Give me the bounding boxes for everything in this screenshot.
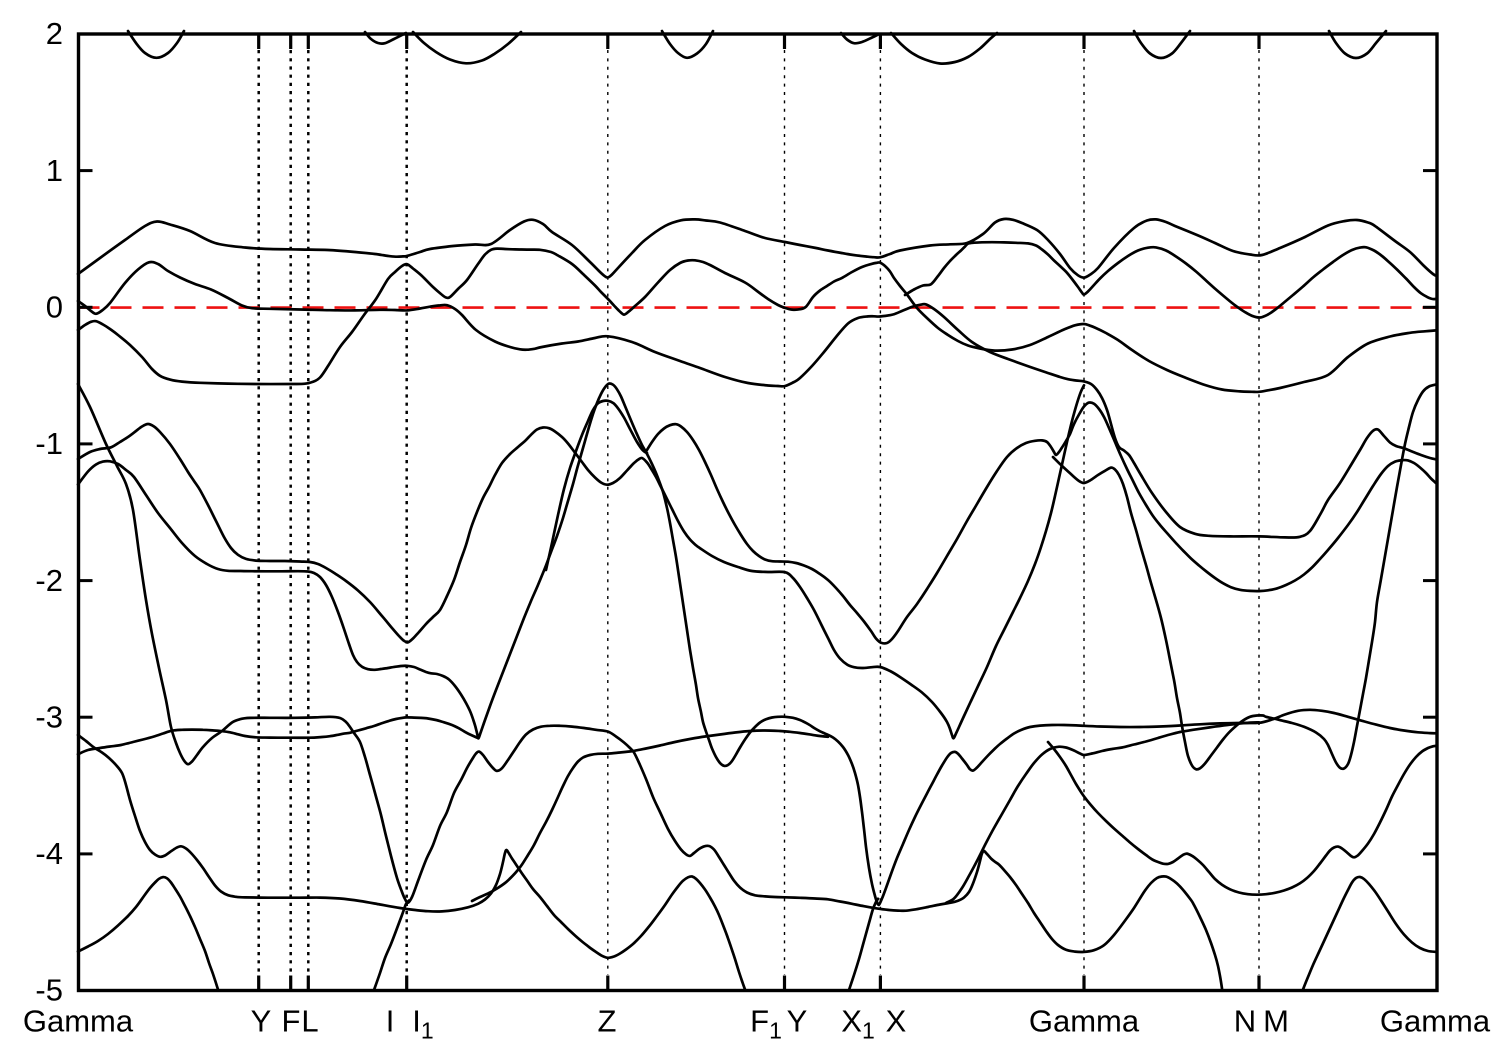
svg-text:-1: -1 — [35, 426, 63, 461]
svg-text:2: 2 — [46, 16, 63, 51]
svg-text:-5: -5 — [35, 973, 63, 1008]
svg-text:M: M — [1263, 1004, 1289, 1039]
svg-text:X1: X1 — [841, 1004, 874, 1044]
svg-text:Y: Y — [787, 1004, 808, 1039]
svg-text:0: 0 — [46, 289, 63, 324]
svg-text:X: X — [886, 1004, 907, 1039]
svg-text:Gamma: Gamma — [1380, 1004, 1491, 1039]
svg-text:Gamma: Gamma — [1029, 1004, 1140, 1039]
svg-text:N: N — [1234, 1004, 1256, 1039]
svg-text:F: F — [282, 1004, 301, 1039]
svg-text:Z: Z — [598, 1004, 617, 1039]
svg-text:-2: -2 — [35, 563, 63, 598]
svg-text:-3: -3 — [35, 699, 63, 734]
svg-text:I: I — [386, 1004, 395, 1039]
svg-text:1: 1 — [46, 153, 63, 188]
svg-text:L: L — [301, 1004, 318, 1039]
svg-text:Y: Y — [251, 1004, 272, 1039]
svg-text:-4: -4 — [35, 836, 63, 871]
svg-text:Gamma: Gamma — [23, 1004, 134, 1039]
